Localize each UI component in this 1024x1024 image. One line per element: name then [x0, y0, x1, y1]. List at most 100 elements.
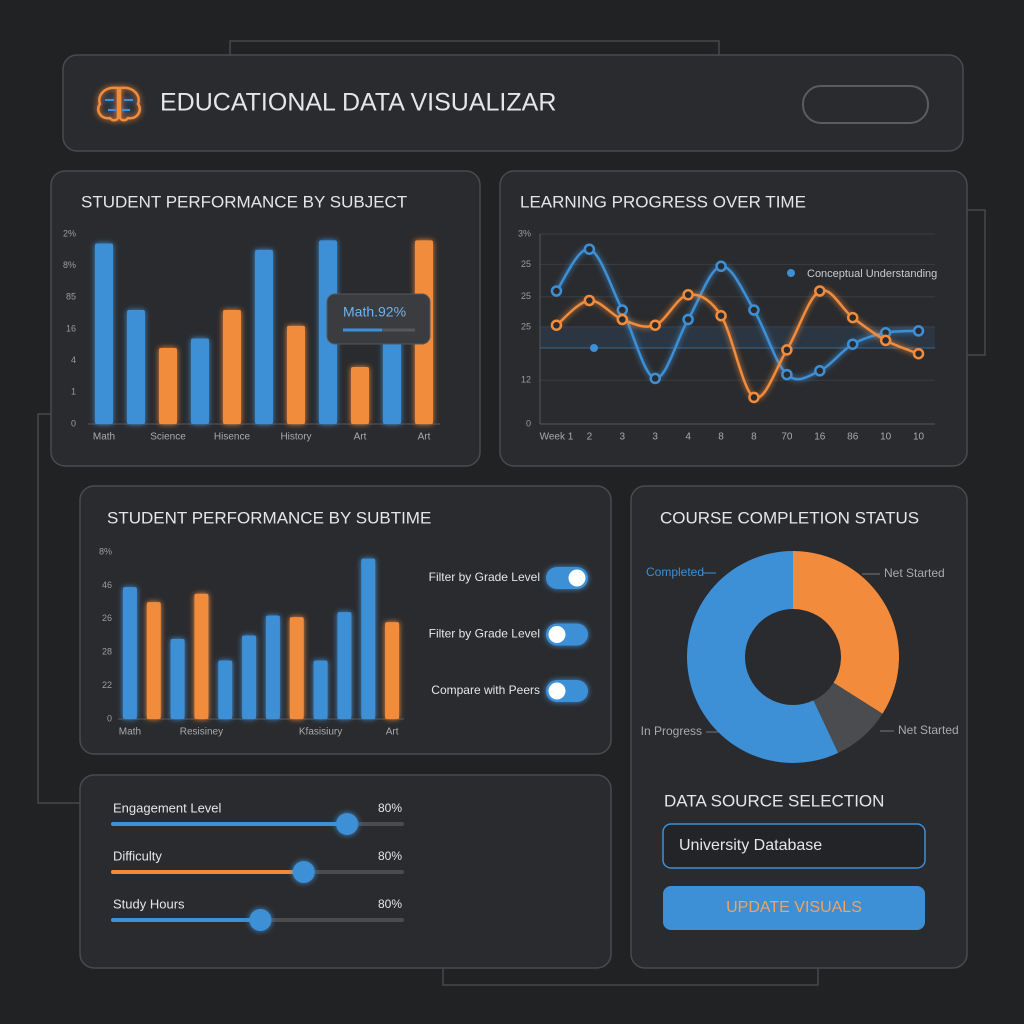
y-tick-label: 1	[71, 387, 76, 397]
bar	[242, 635, 257, 719]
slider-value: 80%	[378, 849, 402, 863]
header-panel	[62, 54, 964, 152]
pie-annotation: Completed	[646, 565, 704, 579]
legend-label: Conceptual Understanding	[807, 268, 937, 280]
highlight-band	[540, 326, 935, 348]
pie-slice	[793, 551, 899, 714]
point	[912, 347, 925, 360]
point	[814, 285, 826, 297]
y-tick-label: 4	[71, 355, 76, 365]
y-tick-label: 0	[107, 713, 112, 723]
bar	[218, 660, 233, 719]
y-tick-label: 85	[66, 292, 76, 302]
legend-swatch	[787, 269, 795, 277]
y-tick-label: 0	[526, 418, 531, 428]
deco-outline	[37, 413, 80, 804]
point	[814, 365, 826, 377]
tooltip-text: Math.92%	[343, 304, 406, 320]
x-tick-label: Hisence	[214, 432, 251, 443]
slider-label: Engagement Level	[113, 800, 222, 815]
slider-knob[interactable]	[249, 909, 272, 931]
x-tick-label: 8	[751, 432, 757, 443]
bar	[255, 249, 273, 424]
x-tick-label: Art	[354, 432, 367, 443]
point	[682, 289, 694, 301]
point	[550, 285, 563, 297]
x-tick-label: Art	[418, 432, 431, 443]
pie-slice	[687, 551, 839, 764]
slider-knob[interactable]	[336, 813, 359, 835]
slider-value: 80%	[378, 897, 402, 911]
section-title: DATA SOURCE SELECTION	[664, 791, 884, 810]
source-select[interactable]	[662, 823, 926, 869]
pie-label: Net Started	[898, 723, 959, 737]
toggle-label: Filter by Grade Level	[429, 627, 540, 641]
bar	[194, 593, 209, 719]
source-select-value: University Database	[679, 837, 822, 854]
toggle-label: Filter by Grade Level	[429, 570, 540, 584]
point	[912, 325, 925, 337]
bar	[223, 310, 241, 424]
x-tick-label: History	[280, 432, 311, 443]
point	[748, 304, 760, 316]
point	[715, 309, 727, 322]
search-box[interactable]	[802, 85, 929, 124]
slider-label: Study Hours	[113, 896, 185, 911]
bar	[159, 348, 177, 424]
deco-outline	[442, 968, 819, 986]
x-tick-label: 3	[620, 432, 626, 443]
bar	[191, 338, 209, 424]
x-tick-label: 8	[718, 432, 724, 443]
deco-outline	[229, 40, 720, 55]
y-tick-label: 12	[521, 375, 531, 385]
x-tick-label: 70	[781, 432, 793, 443]
reference-dot	[590, 344, 598, 352]
point	[781, 344, 793, 356]
x-tick-label: 2	[587, 432, 593, 443]
app-title: EDUCATIONAL DATA VISUALIZAR	[160, 89, 556, 117]
bar	[287, 325, 305, 424]
panel	[499, 170, 968, 467]
chart-title: LEARNING PROGRESS OVER TIME	[520, 192, 806, 211]
bar	[127, 310, 145, 424]
update-button[interactable]	[663, 886, 925, 930]
chart-title: STUDENT PERFORMANCE BY SUBJECT	[81, 192, 407, 211]
y-tick-label: 46	[102, 580, 112, 590]
bar	[289, 617, 304, 719]
x-tick-label: 3	[652, 432, 658, 443]
chart-title: STUDENT PERFORMANCE BY SUBTIME	[107, 508, 431, 527]
slider-knob[interactable]	[292, 861, 315, 883]
bar	[95, 243, 113, 424]
point	[616, 313, 629, 326]
x-tick-label: Math	[119, 727, 141, 738]
x-tick-label: Resisiney	[180, 727, 223, 738]
y-tick-label: 0	[71, 418, 76, 428]
update-button-label: UPDATE VISUALS	[726, 899, 862, 916]
y-tick-label: 8%	[63, 260, 76, 270]
y-tick-label: 2%	[63, 228, 76, 238]
y-tick-label: 8%	[99, 546, 112, 556]
y-tick-label: 3%	[518, 228, 531, 238]
y-tick-label: 25	[521, 321, 531, 331]
x-tick-label: Week 1	[540, 432, 574, 443]
toggle-knob[interactable]	[548, 626, 566, 643]
pie-label: In Progress	[641, 724, 702, 738]
y-tick-label: 25	[521, 291, 531, 301]
point	[846, 311, 859, 324]
point	[649, 319, 661, 331]
point	[846, 338, 859, 350]
toggle-knob[interactable]	[548, 682, 566, 700]
x-tick-label: 16	[814, 432, 826, 443]
x-tick-label: Math	[93, 432, 115, 443]
slider-value: 80%	[378, 801, 402, 815]
bar	[265, 615, 280, 719]
bar	[146, 602, 161, 719]
toggle-knob[interactable]	[568, 569, 586, 587]
point	[583, 243, 596, 255]
bar	[122, 587, 137, 719]
toggle-label: Compare with Peers	[431, 683, 540, 697]
y-tick-label: 25	[521, 259, 531, 269]
x-tick-label: Science	[150, 432, 186, 443]
point	[682, 313, 694, 326]
point	[715, 260, 727, 273]
